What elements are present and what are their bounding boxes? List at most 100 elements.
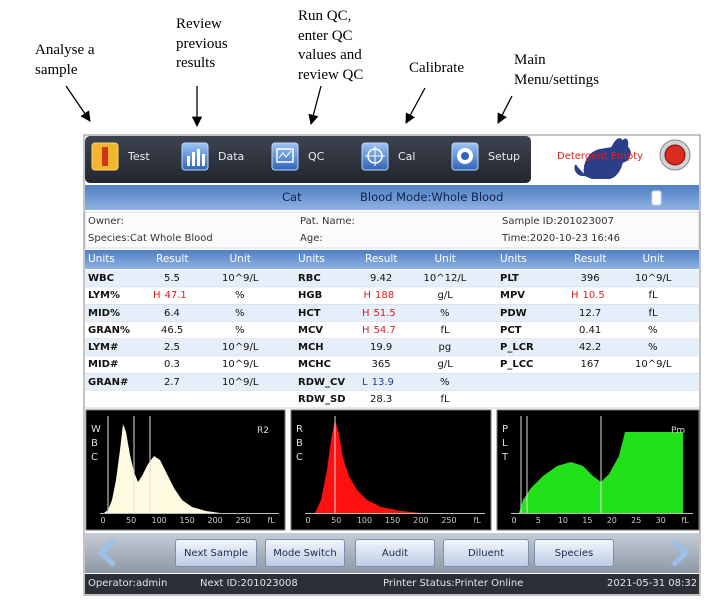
histogram-marker: Pm — [671, 426, 686, 436]
histogram-label: C — [91, 452, 98, 463]
result-value: 2.5 — [164, 342, 180, 353]
annotation: Analyse a — [35, 42, 95, 58]
unit: % — [648, 324, 658, 336]
histogram-label: C — [296, 452, 303, 463]
param-name: RBC — [298, 273, 321, 284]
unit: 10^12/L — [423, 273, 467, 284]
table-row — [85, 356, 699, 374]
annotation: review QC — [298, 66, 364, 83]
info-field: Owner: — [88, 216, 124, 227]
result-value: 167 — [580, 359, 600, 371]
power-button[interactable] — [664, 144, 686, 166]
table-header-cell: Result — [574, 253, 607, 265]
result-cell: 167 — [581, 360, 600, 370]
table-header-cell: Result — [156, 253, 189, 265]
param-name: MCH — [298, 342, 324, 353]
result-cell: H 51.5 — [362, 308, 396, 319]
x-tick-label: 200 — [413, 516, 429, 525]
x-tick-label: 200 — [207, 516, 223, 525]
result-cell: H 188 — [364, 291, 395, 301]
action-button[interactable]: Mode Switch — [265, 539, 345, 567]
mode-species: Cat — [282, 190, 302, 204]
table-header-cell: Unit — [434, 253, 456, 265]
x-tick-label: 50 — [126, 516, 137, 525]
table-body — [85, 270, 699, 409]
unit: % — [235, 290, 245, 302]
unit: fL — [440, 324, 450, 336]
table-row — [85, 339, 699, 357]
result-cell: 2.7 — [164, 377, 180, 388]
result-value: 396 — [580, 273, 600, 284]
param-name: GRAN# — [88, 376, 129, 388]
info-panel — [84, 211, 700, 249]
action-button[interactable]: Species — [534, 539, 614, 567]
prev-arrow[interactable] — [97, 539, 116, 567]
param-name: RDW_SD — [298, 393, 346, 405]
flag: H — [363, 290, 372, 302]
param-name: WBC — [88, 273, 114, 284]
x-tick-label: 5 — [535, 516, 542, 525]
mode-bar — [85, 185, 699, 210]
status-bar — [85, 574, 699, 594]
action-button[interactable]: Next Sample — [175, 539, 257, 567]
unit: % — [235, 307, 245, 319]
histogram-label: P — [502, 424, 509, 435]
result-cell: 42.2 — [579, 343, 601, 353]
param-name: PCT — [500, 324, 522, 336]
toolbar-button[interactable]: QC — [308, 150, 325, 163]
unit: 10^9/L — [222, 359, 259, 371]
param-name: MCV — [298, 324, 324, 336]
x-tick-label: 30 — [655, 516, 666, 525]
x-tick-label: 100 — [356, 516, 373, 525]
x-tick-label: 0 — [305, 516, 311, 525]
table-header-cell: Units — [88, 253, 115, 265]
annotation: values and — [298, 47, 362, 63]
histogram-label: B — [91, 438, 98, 449]
histogram-label: L — [502, 438, 508, 449]
result-value: 47.1 — [164, 290, 187, 302]
result-cell: H 47.1 — [153, 291, 187, 301]
toolbar-button[interactable]: Data — [218, 150, 245, 163]
x-tick-label: fL — [473, 516, 481, 525]
param-name: LYM# — [88, 342, 119, 353]
next-arrow[interactable] — [671, 539, 690, 567]
action-button[interactable]: Audit — [355, 539, 435, 567]
table-row — [85, 287, 699, 305]
param-name: MCHC — [298, 359, 331, 371]
mode-label: Blood Mode:Whole Blood — [360, 190, 504, 204]
result-value: 365 — [371, 359, 391, 371]
unit: % — [440, 307, 450, 319]
unit: fL — [648, 307, 658, 319]
unit: g/L — [437, 290, 453, 302]
info-field: Sample ID:201023007 — [502, 216, 614, 227]
toolbar-button[interactable]: Cal — [398, 150, 416, 163]
table-header — [85, 250, 699, 269]
toolbar-button[interactable]: Test — [128, 150, 150, 163]
param-name: MID# — [88, 359, 119, 371]
x-tick-label: 25 — [631, 516, 642, 525]
histogram — [290, 409, 492, 531]
histogram-curve — [519, 432, 683, 513]
param-name: RDW_CV — [298, 376, 346, 388]
result-cell: 0.41 — [579, 325, 601, 336]
x-tick-label: 15 — [582, 516, 593, 525]
flag: H — [571, 290, 579, 302]
annotation: previous — [176, 35, 228, 52]
result-value: 5.5 — [164, 273, 180, 284]
annotation: Main — [514, 52, 546, 68]
unit: 10^9/L — [222, 342, 259, 353]
histogram-label: R — [296, 424, 303, 435]
table-row — [85, 304, 699, 322]
result-cell: 5.5 — [164, 274, 180, 284]
toolbar-button[interactable]: Setup — [488, 150, 521, 163]
status-text: Next ID:201023008 — [200, 578, 298, 589]
x-tick-label: 250 — [441, 516, 457, 525]
action-button[interactable]: Diluent — [443, 539, 529, 567]
status-text: Operator:admin — [88, 578, 168, 589]
result-cell: 2.5 — [164, 343, 180, 353]
result-cell: 365 — [372, 360, 391, 370]
result-cell: 12.7 — [579, 308, 601, 319]
param-name: GRAN% — [88, 324, 131, 336]
unit: % — [235, 324, 245, 336]
